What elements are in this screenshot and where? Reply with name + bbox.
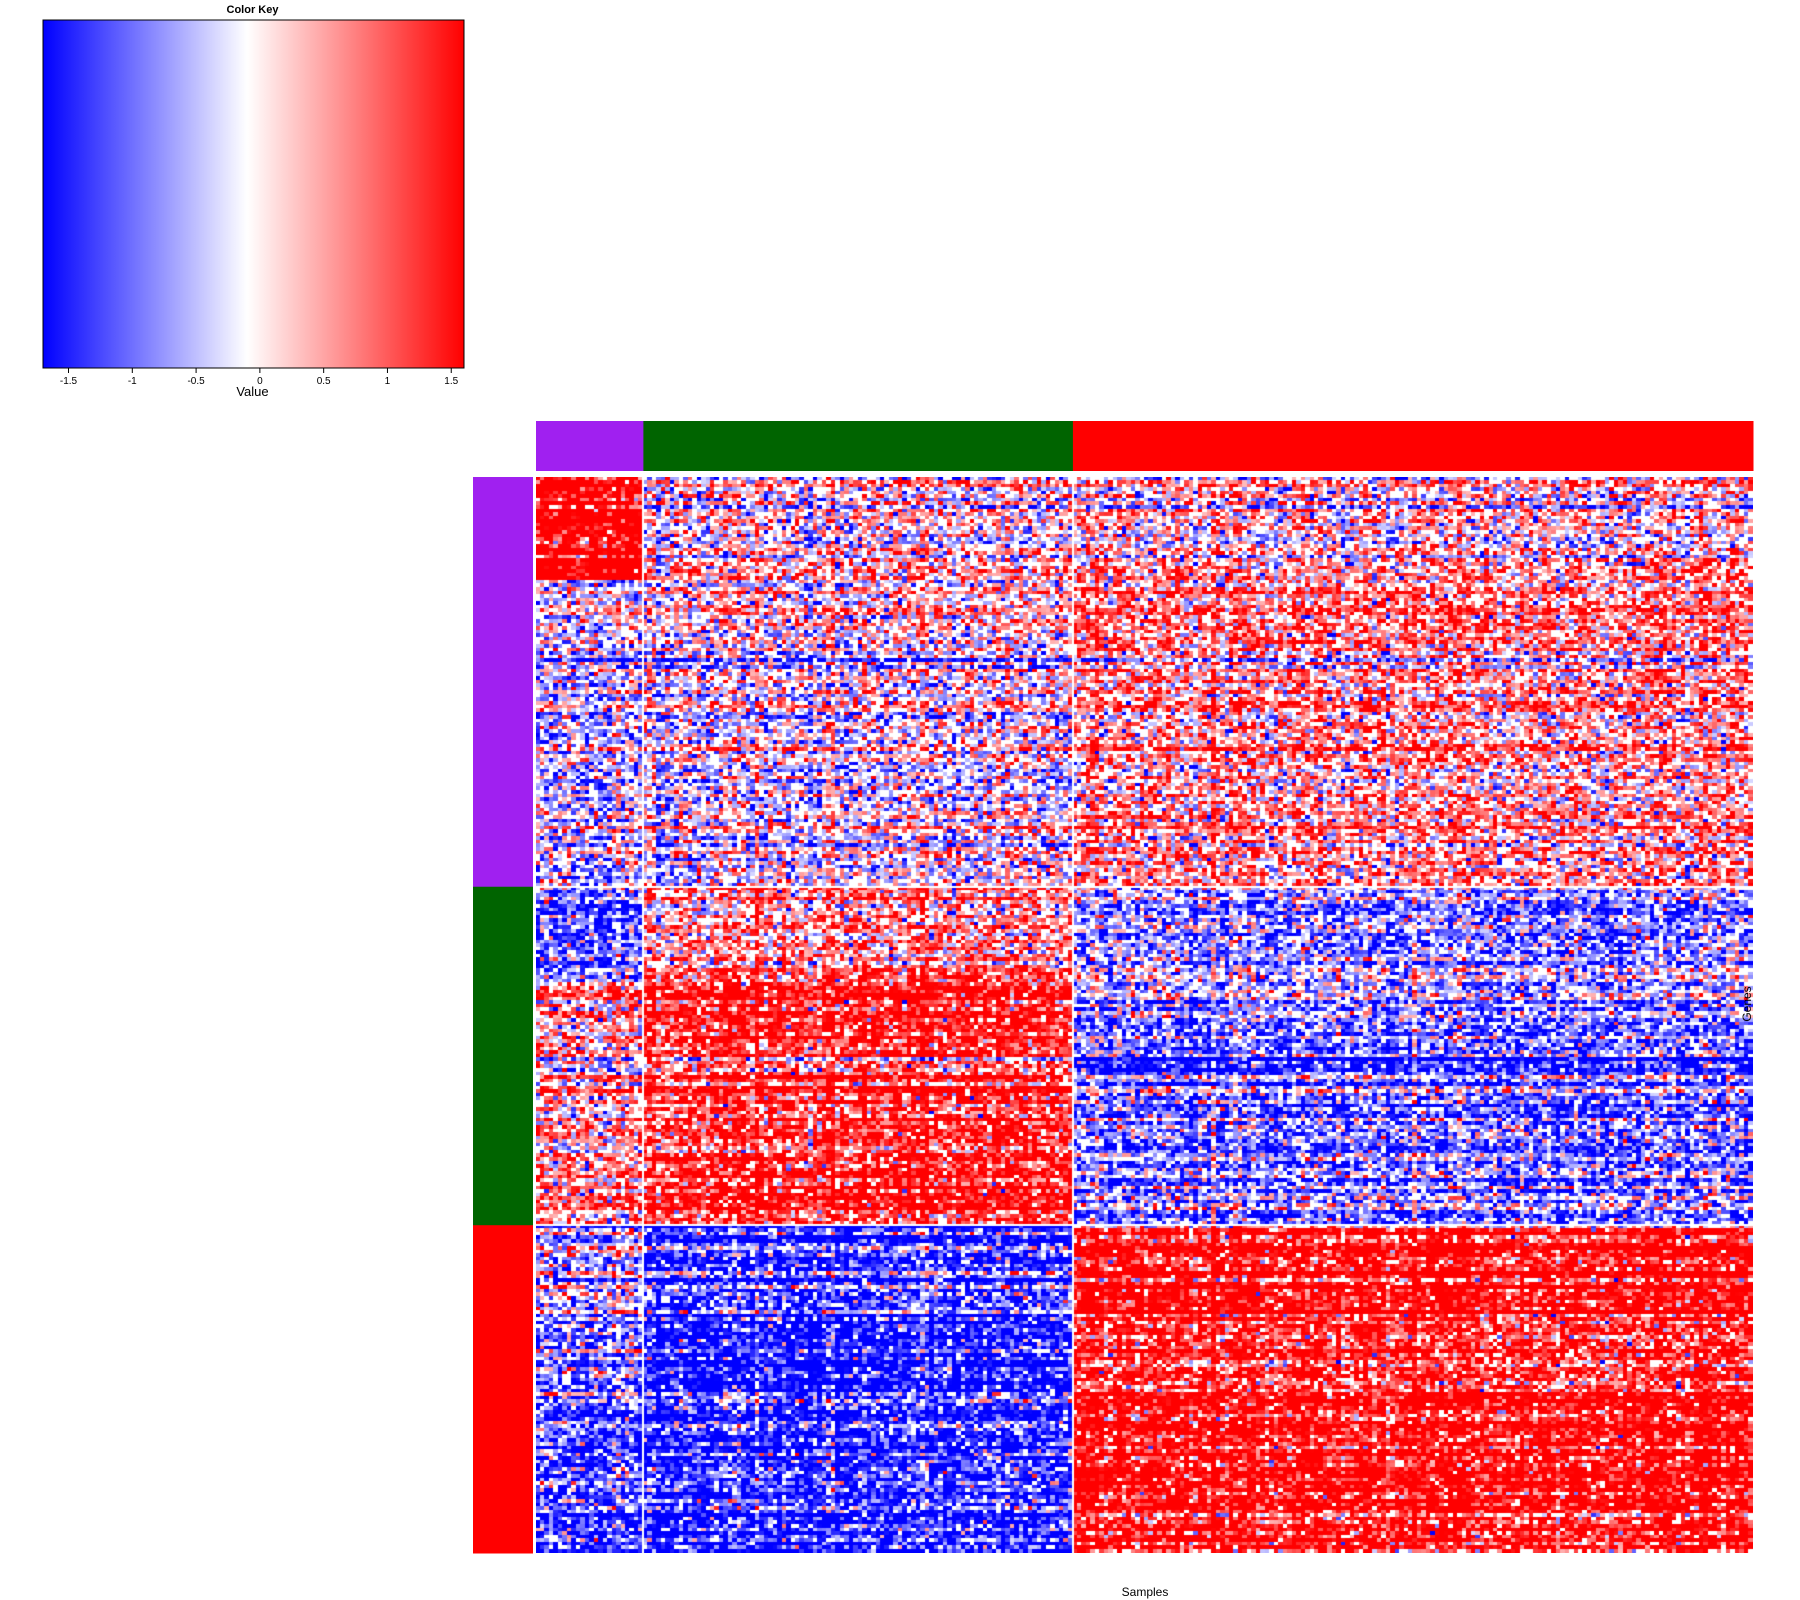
color-key-tick-label: 1.5 bbox=[444, 376, 458, 387]
heatmap-cells bbox=[536, 477, 1753, 1553]
color-key-tick-label: 0.5 bbox=[317, 376, 331, 387]
color-key-xlabel: Value bbox=[236, 384, 269, 399]
color-key-tick-label: -1 bbox=[128, 376, 137, 387]
row-group-2-color-bar bbox=[473, 886, 533, 1226]
color-key-gradient-bar bbox=[42, 19, 465, 369]
row-group-3-color-bar bbox=[473, 1225, 533, 1554]
y-axis-label: Genes bbox=[1740, 986, 1754, 1022]
column-group-2-color-bar bbox=[643, 421, 1074, 471]
color-key-tick-label: -1.5 bbox=[60, 376, 78, 387]
row-group-1-color-bar bbox=[473, 477, 533, 888]
color-key: -1.5 -1 -0.5 0 0.5 1 1.5 bbox=[42, 19, 465, 387]
column-group-1-color-bar bbox=[536, 421, 644, 471]
color-key-tick-label: 1 bbox=[385, 376, 391, 387]
color-key-tick-label: -0.5 bbox=[187, 376, 205, 387]
color-key-tick-label: 0 bbox=[257, 376, 263, 387]
color-key-title: Color Key bbox=[226, 4, 279, 16]
x-axis-label: Samples bbox=[1121, 1585, 1169, 1599]
color-key-axis: -1.5 -1 -0.5 0 0.5 1 1.5 bbox=[60, 368, 459, 387]
column-group-3-color-bar bbox=[1072, 421, 1754, 471]
